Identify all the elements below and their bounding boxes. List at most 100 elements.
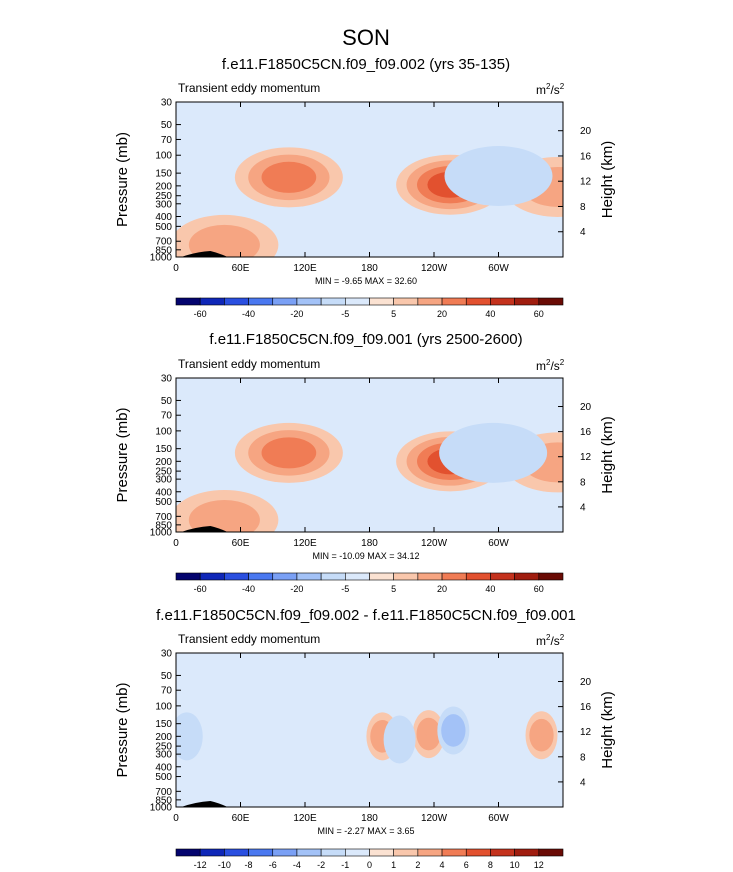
height-tick-label: 4 <box>580 227 586 238</box>
colorbar-label: -20 <box>290 309 303 319</box>
colorbar-box <box>224 849 248 856</box>
units-part: 2 <box>560 82 565 91</box>
colorbar-box <box>394 298 418 305</box>
colorbar-box <box>418 298 442 305</box>
colorbar-label: -8 <box>245 860 253 870</box>
colorbar-label: 6 <box>464 860 469 870</box>
colorbar-label: 40 <box>485 309 495 319</box>
colorbar-label: 12 <box>534 860 544 870</box>
units-part: m <box>536 359 546 373</box>
feature-core <box>496 174 502 178</box>
field <box>170 102 611 275</box>
height-tick-label: 4 <box>580 502 586 513</box>
x-tick-label: 120W <box>421 263 448 274</box>
colorbar-box <box>273 298 297 305</box>
colorbar-box <box>345 573 369 580</box>
colorbar-box <box>466 298 490 305</box>
min-max-stats: MIN = -2.27 MAX = 3.65 <box>317 826 414 836</box>
colorbar-box <box>370 573 394 580</box>
feature-core <box>221 243 227 247</box>
y-axis-title: Pressure (mb) <box>114 132 131 227</box>
height-tick-label: 4 <box>580 777 586 788</box>
colorbar-box <box>539 573 563 580</box>
colorbar-label: 2 <box>415 860 420 870</box>
colorbar-box <box>297 849 321 856</box>
y-tick-label: 50 <box>161 396 173 407</box>
x-tick-label: 60E <box>232 538 250 549</box>
field <box>170 378 611 550</box>
colorbar-box <box>442 573 466 580</box>
x-tick-label: 180 <box>361 813 378 824</box>
colorbar-box <box>249 573 273 580</box>
y-tick-label: 500 <box>155 497 172 508</box>
colorbar-box <box>176 849 200 856</box>
colorbar-label: 1 <box>391 860 396 870</box>
y-tick-label: 100 <box>155 151 172 162</box>
feature-core <box>490 451 496 455</box>
x-tick-label: 120E <box>293 813 317 824</box>
feature-core <box>397 737 403 741</box>
colorbar-box <box>442 298 466 305</box>
min-max-stats: MIN = -9.65 MAX = 32.60 <box>315 276 417 286</box>
units-part: /s <box>550 634 559 648</box>
units-label: m2/s2 <box>536 633 565 648</box>
feature-core <box>221 518 227 522</box>
x-tick-label: 120E <box>293 263 317 274</box>
height-tick-label: 16 <box>580 427 592 438</box>
colorbar-label: -40 <box>242 309 255 319</box>
colorbar-box <box>418 573 442 580</box>
x-tick-label: 60W <box>488 538 509 549</box>
height-tick-label: 8 <box>580 202 586 213</box>
y-tick-label: 70 <box>161 686 173 697</box>
units-part: m <box>536 83 546 97</box>
colorbar-label: 20 <box>437 309 447 319</box>
y-tick-label: 100 <box>155 701 172 712</box>
height-tick-label: 16 <box>580 702 592 713</box>
x-tick-label: 120W <box>421 813 448 824</box>
colorbar-label: 60 <box>534 309 544 319</box>
colorbar-box <box>297 298 321 305</box>
x-tick-label: 0 <box>173 813 179 824</box>
colorbar-label: -5 <box>341 584 349 594</box>
colorbar-label: 60 <box>534 584 544 594</box>
height-axis-title: Height (km) <box>599 416 616 494</box>
y-tick-label: 500 <box>155 772 172 783</box>
colorbar-label: -4 <box>293 860 301 870</box>
colorbar-box <box>297 573 321 580</box>
colorbar-box <box>273 573 297 580</box>
colorbar-label: -2 <box>317 860 325 870</box>
height-tick-label: 12 <box>580 727 592 738</box>
colorbar-box <box>249 298 273 305</box>
x-tick-label: 60E <box>232 813 250 824</box>
x-tick-label: 60W <box>488 813 509 824</box>
y-tick-label: 1000 <box>150 528 173 539</box>
colorbar-label: 8 <box>488 860 493 870</box>
feature-core <box>539 733 545 737</box>
y-tick-label: 300 <box>155 750 172 761</box>
colorbar-box <box>370 849 394 856</box>
y-tick-label: 50 <box>161 671 173 682</box>
colorbar-box <box>200 573 224 580</box>
y-tick-label: 150 <box>155 169 172 180</box>
colorbar-label: -6 <box>269 860 277 870</box>
colorbar-label: 10 <box>510 860 520 870</box>
chart-panel-2: f.e11.F1850C5CN.f09_f09.001 (yrs 2500-26… <box>114 331 616 594</box>
height-axis-title: Height (km) <box>599 141 616 219</box>
y-tick-label: 500 <box>155 222 172 233</box>
colorbar-label: -5 <box>341 309 349 319</box>
colorbar-box <box>321 573 345 580</box>
colorbar-box <box>345 849 369 856</box>
variable-label: Transient eddy momentum <box>178 632 320 646</box>
min-max-stats: MIN = -10.09 MAX = 34.12 <box>312 551 419 561</box>
x-tick-label: 0 <box>173 263 179 274</box>
colorbar-box <box>370 298 394 305</box>
feature-core <box>555 185 561 189</box>
colorbar-box <box>466 573 490 580</box>
y-tick-label: 150 <box>155 719 172 730</box>
colorbar-label: -1 <box>341 860 349 870</box>
chart-panel-3: f.e11.F1850C5CN.f09_f09.002 - f.e11.F185… <box>114 607 616 870</box>
colorbar-label: -60 <box>194 584 207 594</box>
colorbar-box <box>418 849 442 856</box>
colorbar-label: 5 <box>391 309 396 319</box>
y-tick-label: 50 <box>161 120 173 131</box>
